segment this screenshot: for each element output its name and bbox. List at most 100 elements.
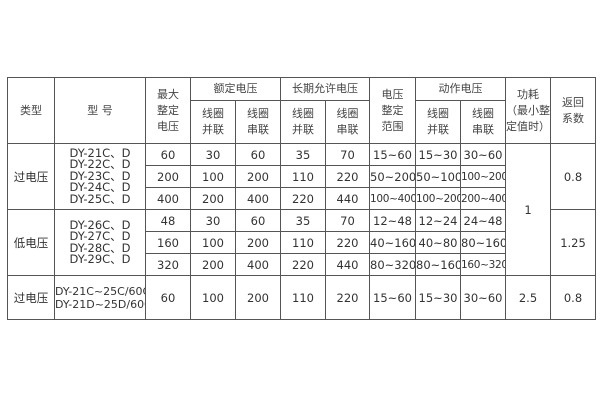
max-setting-cell: 160 — [145, 231, 191, 254]
op-series-cell: 30~60 — [460, 275, 506, 320]
model-name: DY-24C、D — [69, 180, 131, 195]
op-series-cell: 80~160 — [460, 231, 506, 254]
model-name: DY-27C、D — [69, 229, 131, 243]
type-cell: 过电压 — [7, 143, 55, 210]
rated-parallel-cell: 100 — [190, 231, 236, 254]
rated-parallel-cell: 30 — [190, 209, 236, 232]
type-cell: 过电压 — [7, 275, 55, 320]
table-row: 400 200 400 220 440 100~400 100~200 200~400 — [8, 187, 596, 210]
header-long-term-voltage: 长期允许电压 — [280, 77, 370, 101]
setting-range-cell: 15~60 — [369, 143, 416, 166]
header-power: 功耗 （最小整 定值时） — [505, 77, 551, 144]
op-series-cell: 24~48 — [460, 209, 506, 232]
setting-range-cell: 100~400 — [369, 187, 416, 210]
model-name: DY-22C、D — [69, 157, 131, 172]
max-setting-cell: 320 — [145, 253, 191, 276]
long-series-cell: 220 — [325, 275, 370, 320]
model-name: DY-23C、D — [69, 168, 131, 183]
rated-parallel-cell: 100 — [190, 275, 236, 320]
long-series-cell: 70 — [325, 209, 370, 232]
rated-series-cell: 200 — [235, 231, 281, 254]
header-parallel: 线圈 并联 — [415, 100, 461, 144]
rated-series-cell: 200 — [235, 275, 281, 320]
header-max-setting: 最大 整定 电压 — [145, 77, 191, 144]
model-name: DY-21D~25D/60C — [55, 297, 146, 311]
return-coef-cell: 0.8 — [550, 275, 596, 320]
op-parallel-cell: 40~80 — [415, 231, 461, 254]
long-parallel-cell: 110 — [280, 275, 326, 320]
header-model: 型 号 — [54, 77, 146, 144]
op-parallel-cell: 80~160 — [415, 253, 461, 276]
rated-parallel-cell: 30 — [190, 143, 236, 166]
long-parallel-cell: 110 — [280, 231, 326, 254]
type-cell: 低电压 — [7, 209, 55, 276]
table-row: 200 100 200 110 220 50~200 50~100 100~200 — [8, 165, 596, 188]
table-row: 过电压 DY-21C、D DY-22C、D DY-23C、D DY-24C、D DY-25… — [7, 143, 596, 276]
op-parallel-cell: 100~200 — [415, 187, 461, 210]
rated-series-cell: 60 — [235, 209, 281, 232]
setting-range-cell: 15~60 — [369, 275, 416, 320]
long-parallel-cell: 220 — [280, 187, 326, 210]
header-series: 线圈 串联 — [325, 100, 370, 144]
long-series-cell: 220 — [325, 231, 370, 254]
op-parallel-cell: 15~30 — [415, 275, 461, 320]
long-series-cell: 220 — [325, 165, 370, 188]
header-type: 类型 — [7, 77, 55, 144]
header-series: 线圈 串联 — [460, 100, 506, 144]
model-name: DY-29C、D — [69, 252, 131, 266]
header-parallel: 线圈 并联 — [280, 100, 326, 144]
max-setting-cell: 60 — [145, 275, 191, 320]
power-cell: 2.5 — [505, 275, 551, 320]
max-setting-cell: 400 — [145, 187, 191, 210]
max-setting-cell: 60 — [145, 143, 191, 166]
rated-series-cell: 400 — [235, 253, 281, 276]
model-cell: DY-21C、D DY-22C、D DY-23C、D DY-24C、D DY-25C、D — [54, 143, 146, 210]
model-cell: DY-26C、D DY-27C、D DY-28C、D DY-29C、D — [54, 209, 146, 276]
header-operating-voltage: 动作电压 — [415, 77, 506, 101]
setting-range-cell: 80~320 — [369, 253, 416, 276]
table-row: 160 100 200 110 220 40~160 40~80 80~160 — [8, 231, 596, 254]
setting-range-cell: 40~160 — [369, 231, 416, 254]
rated-parallel-cell: 200 — [190, 253, 236, 276]
setting-range-cell: 50~200 — [369, 165, 416, 188]
model-name: DY-25C、D — [69, 191, 131, 206]
max-setting-cell: 48 — [145, 209, 191, 232]
header-rated-voltage: 额定电压 — [190, 77, 281, 101]
long-series-cell: 70 — [325, 143, 370, 166]
model-name: DY-26C、D — [69, 217, 131, 232]
op-parallel-cell: 50~100 — [415, 165, 461, 188]
op-parallel-cell: 12~24 — [415, 209, 461, 232]
return-coef-cell: 1.25 — [550, 209, 596, 276]
rated-series-cell: 60 — [235, 143, 281, 166]
op-series-cell: 200~400 — [460, 187, 506, 210]
setting-range-cell: 12~48 — [369, 209, 416, 232]
model-name: DY-28C、D — [69, 240, 131, 255]
op-parallel-cell: 15~30 — [415, 143, 461, 166]
long-parallel-cell: 35 — [280, 209, 326, 232]
op-series-cell: 100~200 — [460, 165, 506, 188]
rated-parallel-cell: 200 — [190, 187, 236, 210]
relay-spec-table: 类型 型 号 最大 整定 电压 额定电压 长期允许电压 电压 整定 范围 动作电压 功耗… — [7, 77, 596, 320]
header-series: 线圈 串联 — [235, 100, 281, 144]
rated-series-cell: 200 — [235, 165, 281, 188]
header-parallel: 线圈 并联 — [190, 100, 236, 144]
table-row: 320 200 400 220 440 80~320 80~160 160~320 — [8, 253, 596, 276]
model-name: DY-21C、D — [69, 145, 131, 160]
max-setting-cell: 200 — [145, 165, 191, 188]
return-coef-cell: 0.8 — [550, 143, 596, 210]
long-parallel-cell: 35 — [280, 143, 326, 166]
header-return-coef: 返回 系数 — [550, 77, 596, 144]
rated-series-cell: 400 — [235, 187, 281, 210]
table-row: 过电压 DY-21C~25C/60C DY-21D~25D/60C 60 100 200 1… — [7, 275, 596, 320]
long-series-cell: 440 — [325, 187, 370, 210]
op-series-cell: 30~60 — [460, 143, 506, 166]
op-series-cell: 160~320 — [460, 253, 506, 276]
model-name: DY-21C~25C/60C — [55, 284, 146, 298]
model-cell: DY-21C~25C/60C DY-21D~25D/60C — [54, 275, 146, 320]
header-setting-range: 电压 整定 范围 — [369, 77, 416, 144]
table-row: 低电压 DY-26C、D DY-27C、D DY-28C、D DY-29C、D 48 30 6… — [7, 209, 596, 276]
long-parallel-cell: 220 — [280, 253, 326, 276]
rated-parallel-cell: 100 — [190, 165, 236, 188]
power-cell: 1 — [505, 143, 551, 276]
long-series-cell: 440 — [325, 253, 370, 276]
